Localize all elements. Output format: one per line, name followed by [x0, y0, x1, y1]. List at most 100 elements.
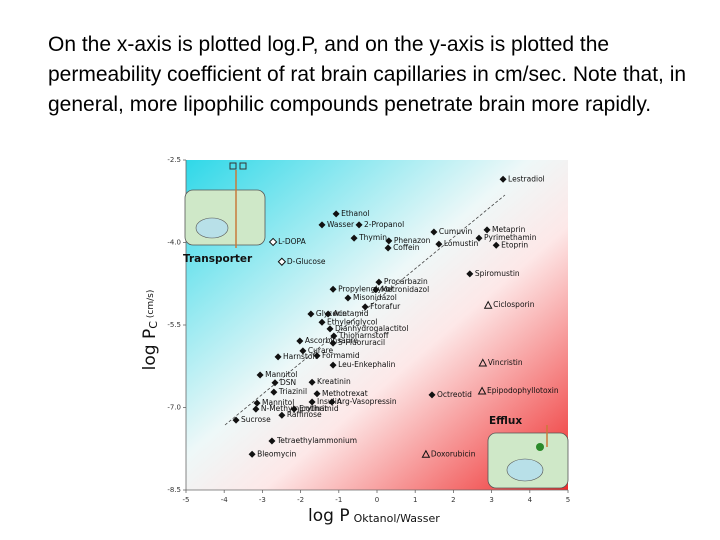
data-point: [329, 339, 337, 347]
x-axis-label: log P Oktanol/Wasser: [308, 506, 440, 526]
point-label: Pyrimethamin: [484, 233, 537, 242]
data-point: [332, 210, 340, 218]
data-point: [483, 300, 493, 309]
point-label: Sucrose: [241, 415, 271, 424]
data-point: [313, 352, 321, 360]
x-tick-label: 3: [489, 496, 493, 504]
transporter-cartoon: [184, 162, 266, 248]
data-point: [274, 353, 282, 361]
point-label: Cumuvin: [439, 227, 473, 236]
data-point: [299, 347, 307, 355]
data-point: [278, 411, 286, 419]
point-label: Phenazon: [394, 236, 431, 245]
data-point: [350, 234, 358, 242]
data-point: [326, 325, 334, 333]
point-label: Tetraethylammonium: [276, 436, 357, 445]
point-label: Raffinose: [287, 410, 322, 419]
point-label: Triazinil: [278, 387, 307, 396]
data-point: [313, 390, 321, 398]
point-label: Mannitol: [262, 398, 294, 407]
point-label: Ftorafur: [370, 302, 401, 311]
point-label: DSN: [280, 378, 296, 387]
data-point: [478, 358, 488, 367]
point-label: Metronidazol: [381, 285, 429, 294]
data-point: [307, 310, 315, 318]
point-label: 5-Fluoruracil: [338, 338, 385, 347]
y-tick-label: -5.5: [167, 321, 181, 329]
data-point: [324, 310, 332, 318]
y-tick-label: -4.0: [167, 239, 181, 247]
point-label: Harnstoff: [283, 352, 318, 361]
data-point: [277, 257, 287, 266]
x-tick-label: 1: [413, 496, 417, 504]
data-point: [296, 337, 304, 345]
point-label: Ethylenglycol: [327, 317, 377, 326]
data-point: [268, 437, 276, 445]
data-point: [372, 286, 380, 294]
data-point: [328, 398, 336, 406]
y-axis-label: log PC (cm/s): [140, 290, 160, 371]
point-label: L-DOPA: [278, 237, 306, 246]
data-point: [384, 244, 392, 252]
point-label: Dianhydrogalactitol: [335, 324, 408, 333]
data-point: [483, 226, 491, 234]
data-point: [256, 371, 264, 379]
point-label: Lestradiol: [508, 174, 545, 183]
data-point: [466, 270, 474, 278]
point-label: Lomustin: [444, 239, 479, 248]
point-label: Epipodophyllotoxin: [487, 386, 559, 395]
point-label: Doxorubicin: [431, 449, 476, 458]
data-point: [253, 399, 261, 407]
point-label: Arg-Vasopressin: [337, 397, 397, 406]
point-label: Kreatinin: [317, 377, 351, 386]
data-point: [375, 278, 383, 286]
data-point: [270, 388, 278, 396]
data-point: [330, 332, 338, 340]
y-tick-label: -7.0: [167, 404, 181, 412]
data-point: [355, 221, 363, 229]
data-point: [329, 285, 337, 293]
point-label: 2-Propanol: [364, 220, 404, 229]
x-tick-label: -5: [183, 496, 190, 504]
annotation: Efflux: [489, 415, 522, 427]
y-label-sub: C: [147, 321, 160, 329]
point-label: Curare: [308, 346, 334, 355]
y-tick-label: -8.5: [167, 486, 181, 494]
point-label: Ascorbinsäure: [305, 336, 359, 345]
data-point: [232, 416, 240, 424]
point-label: Leu-Enkephalin: [338, 360, 396, 369]
point-label: Spiromustin: [475, 269, 520, 278]
point-label: Thymin: [358, 233, 387, 242]
data-point: [361, 303, 369, 311]
x-tick-label: 2: [451, 496, 455, 504]
data-point: [308, 378, 316, 386]
point-label: Ciclosporin: [493, 300, 535, 309]
x-tick-label: -2: [297, 496, 304, 504]
point-label: D-Glucose: [287, 257, 326, 266]
data-point: [290, 405, 298, 413]
x-tick-label: 5: [566, 496, 570, 504]
data-point: [252, 405, 260, 413]
point-label: Etoprin: [501, 240, 528, 249]
data-point: [271, 379, 279, 387]
point-label: Erythrit: [299, 404, 327, 413]
data-point: [329, 361, 337, 369]
data-point: [268, 237, 278, 247]
point-label: Methotrexat: [322, 389, 368, 398]
slide-text: On the x-axis is plotted log.P, and on t…: [48, 33, 687, 116]
data-point: [492, 241, 500, 249]
point-label: Ethanol: [341, 209, 369, 218]
point-label: Procarbazin: [384, 277, 428, 286]
data-point: [428, 391, 436, 399]
y-tick-label: -2.5: [167, 156, 181, 164]
x-tick-label: -3: [259, 496, 266, 504]
y-label-unit: (cm/s): [146, 290, 156, 318]
point-label: Bleomycin: [257, 449, 296, 458]
point-label: Formamid: [322, 351, 360, 360]
point-label: Propylenglykol: [338, 284, 393, 293]
data-point: [248, 450, 256, 458]
efflux-cartoon: [487, 425, 569, 489]
x-tick-label: 0: [375, 496, 379, 504]
